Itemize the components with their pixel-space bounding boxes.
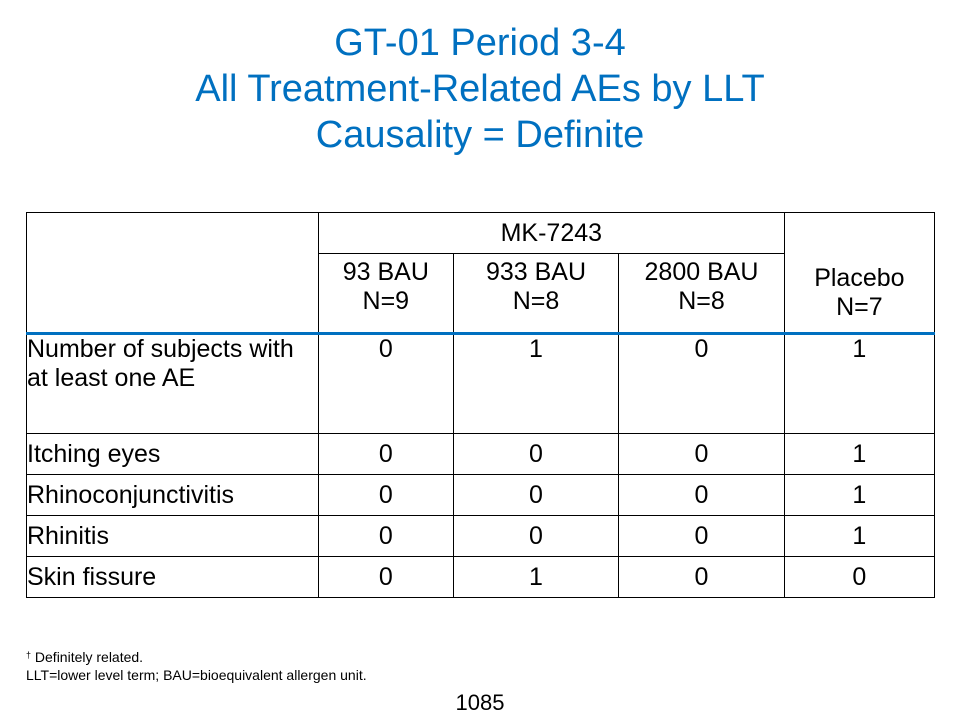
row-label: Rhinitis [26, 515, 319, 557]
cell-value: 0 [618, 515, 785, 557]
cell-value: 0 [452, 433, 620, 475]
cell-value: 0 [317, 474, 454, 516]
cell-value: 0 [317, 515, 454, 557]
slide-title: GT-01 Period 3-4 All Treatment-Related A… [0, 20, 960, 158]
row-label: Skin fissure [26, 556, 319, 598]
column-header-placebo-dose: Placebo [814, 263, 905, 292]
cell-value: 1 [783, 433, 936, 475]
row-label: Rhinoconjunctivitis [26, 474, 319, 516]
column-header-933-bau: 933 BAU N=8 [452, 253, 620, 334]
column-header-dose: 93 BAU [342, 258, 429, 286]
cell-value: 1 [783, 332, 936, 434]
column-header-placebo-n: N=7 [836, 292, 883, 321]
table-header-empty-cell [26, 212, 319, 334]
cell-value: 1 [783, 515, 936, 557]
group-header-mk7243: MK-7243 [317, 212, 785, 254]
column-header-dose: 933 BAU [485, 258, 587, 286]
table-row: Rhinoconjunctivitis 0 0 0 1 [26, 474, 936, 516]
footnote: † Definitely related. LLT=lower level te… [26, 648, 367, 684]
footnote-line-2: LLT=lower level term; BAU=bioequivalent … [26, 667, 367, 683]
table-row: Rhinitis 0 0 0 1 [26, 515, 936, 557]
row-label: Itching eyes [26, 433, 319, 475]
title-line-3: Causality = Definite [315, 114, 645, 156]
footnote-line-1: † Definitely related. [26, 648, 367, 666]
column-header-2800-bau: 2800 BAU N=8 [618, 253, 785, 334]
page-number: 1085 [455, 690, 505, 715]
column-header-n: N=8 [678, 287, 725, 315]
column-header-n: N=8 [512, 287, 560, 315]
cell-value: 1 [452, 332, 620, 434]
cell-value: 1 [783, 474, 936, 516]
cell-value: 0 [618, 474, 785, 516]
title-line-1: GT-01 Period 3-4 [334, 22, 626, 64]
row-label: Number of subjects with at least one AE [26, 332, 319, 434]
table-row: Skin fissure 0 1 0 0 [26, 556, 936, 598]
cell-value: 0 [452, 474, 620, 516]
cell-value: 0 [783, 556, 936, 598]
adverse-events-table: MK-7243 Placebo N=7 93 BAU N=9 933 BAU N… [26, 212, 936, 598]
dagger-symbol: † [26, 650, 32, 660]
column-header-dose: 2800 BAU [644, 258, 759, 286]
cell-value: 0 [317, 332, 454, 434]
cell-value: 0 [452, 515, 620, 557]
column-header-n: N=9 [362, 287, 410, 315]
column-header-placebo: Placebo N=7 [783, 212, 936, 334]
column-header-93-bau: 93 BAU N=9 [317, 253, 454, 334]
cell-value: 0 [618, 332, 785, 434]
table-row: Itching eyes 0 0 0 1 [26, 433, 936, 475]
footnote-text-definite: Definitely related. [34, 649, 144, 665]
table-header-group-row: MK-7243 Placebo N=7 [26, 212, 936, 334]
cell-value: 0 [618, 433, 785, 475]
cell-value: 1 [452, 556, 620, 598]
cell-value: 0 [317, 556, 454, 598]
cell-value: 0 [618, 556, 785, 598]
cell-value: 0 [317, 433, 454, 475]
table-header-dose-row: 93 BAU N=9 933 BAU N=8 2800 BAU N=8 [27, 253, 935, 334]
title-line-2: All Treatment-Related AEs by LLT [195, 68, 765, 110]
table-row: Number of subjects with at least one AE … [26, 332, 936, 434]
